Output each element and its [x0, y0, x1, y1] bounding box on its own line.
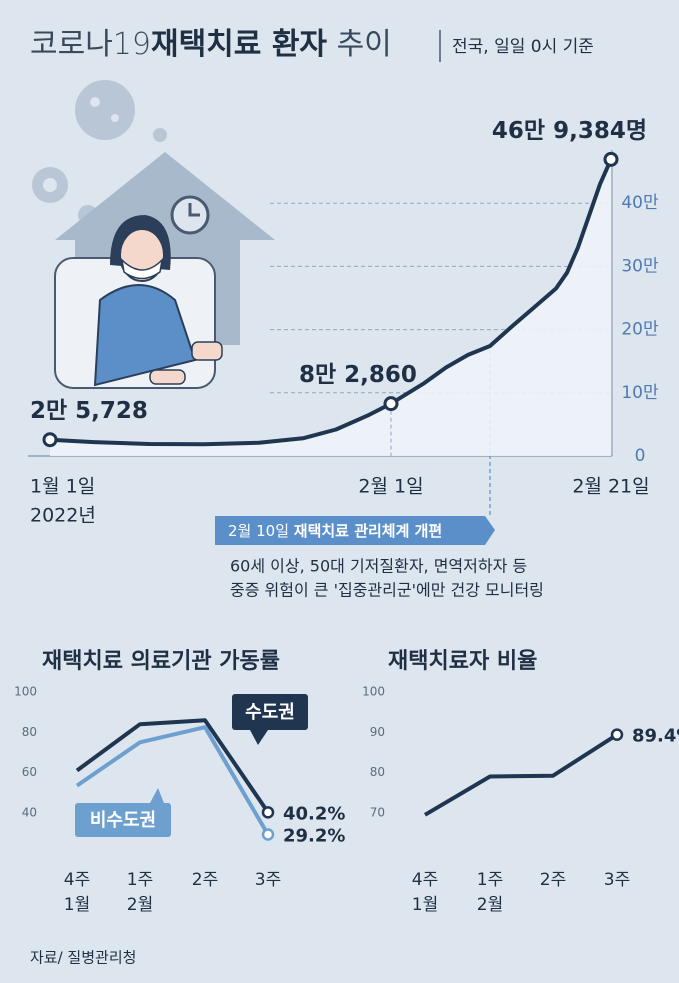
- x-tick-label: 4주: [64, 870, 90, 890]
- y-tick-label: 30만: [621, 256, 659, 276]
- y-tick-label: 100: [14, 685, 37, 699]
- annotation-box: [215, 516, 495, 545]
- point: [42, 432, 58, 448]
- x-tick-sublabel: 2월: [477, 895, 503, 915]
- title-prefix: 코로나19: [30, 27, 151, 62]
- title: 코로나19재택치료 환자 추이: [30, 27, 392, 62]
- value-label: 8만 2,860: [299, 362, 417, 388]
- annotation-text: 60세 이상, 50대 기저질환자, 면역저하자 등: [230, 557, 527, 576]
- x-tick-label: 1주: [477, 870, 503, 890]
- title-main: 재택치료 환자: [151, 27, 327, 62]
- y-tick-label: 60: [22, 765, 37, 779]
- x-tick-sublabel: 2월: [127, 895, 153, 915]
- legend-box: [232, 694, 308, 730]
- legend-label: 수도권: [245, 702, 295, 723]
- point: [610, 728, 624, 741]
- y-tick-label: 90: [370, 725, 385, 739]
- x-tick-label: 1월 1일: [30, 476, 95, 498]
- x-year-label: 2022년: [30, 505, 96, 527]
- x-tick-label: 2월 21일: [572, 476, 649, 498]
- y-tick-label: 80: [22, 725, 37, 739]
- x-tick-label: 4주: [412, 870, 438, 890]
- y-tick-label: 0: [635, 446, 646, 466]
- annotation-date: 2월 10일: [228, 522, 289, 540]
- y-tick-label: 20만: [621, 320, 659, 340]
- value-label: 29.2%: [283, 825, 345, 846]
- y-tick-label: 40: [22, 805, 37, 819]
- annotation-title: 재택치료 관리체계 개편: [294, 522, 442, 540]
- x-tick-label: 2주: [192, 870, 218, 890]
- y-tick-label: 70: [370, 805, 385, 819]
- x-tick-label: 1주: [127, 870, 153, 890]
- y-tick-label: 80: [370, 765, 385, 779]
- point: [261, 828, 275, 841]
- point: [261, 806, 275, 819]
- legend-label: 비수도권: [90, 810, 156, 831]
- line: [75, 725, 270, 836]
- y-tick-label: 100: [362, 685, 385, 699]
- legend-pointer: [150, 788, 164, 803]
- y-tick-label: 40만: [621, 193, 659, 213]
- title-suffix: 추이: [337, 27, 392, 62]
- x-tick-sublabel: 1월: [64, 895, 90, 915]
- legend-pointer: [250, 730, 268, 745]
- x-tick-sublabel: 1월: [412, 895, 438, 915]
- legend-box: [75, 803, 171, 837]
- chart-title: 재택치료 의료기관 가동률: [42, 649, 280, 674]
- y-tick-label: 10만: [621, 383, 659, 403]
- value-label: 46만 9,384명: [492, 118, 647, 144]
- chart-title: 재택치료자 비율: [388, 649, 537, 674]
- line: [423, 733, 619, 817]
- x-tick-label: 3주: [255, 870, 281, 890]
- illustration: [32, 80, 275, 389]
- area: [50, 159, 611, 457]
- x-tick-label: 3주: [604, 870, 630, 890]
- value-label: 40.2%: [283, 803, 345, 824]
- value-label: 2만 5,728: [30, 398, 148, 424]
- value-label: 89.4%: [632, 726, 679, 747]
- annotation-text: 중증 위험이 큰 '집중관리군'에만 건강 모니터링: [230, 581, 544, 600]
- person-body: [93, 284, 197, 387]
- point: [383, 396, 399, 412]
- source: 자료/ 질병관리청: [30, 949, 136, 967]
- point: [603, 151, 619, 167]
- note: 전국, 일일 0시 기준: [452, 37, 594, 57]
- annotation-heading: 2월 10일 재택치료 관리체계 개편: [228, 522, 442, 540]
- x-tick-label: 2주: [540, 870, 566, 890]
- line: [49, 158, 613, 447]
- x-tick-label: 2월 1일: [358, 476, 423, 498]
- line: [75, 718, 270, 814]
